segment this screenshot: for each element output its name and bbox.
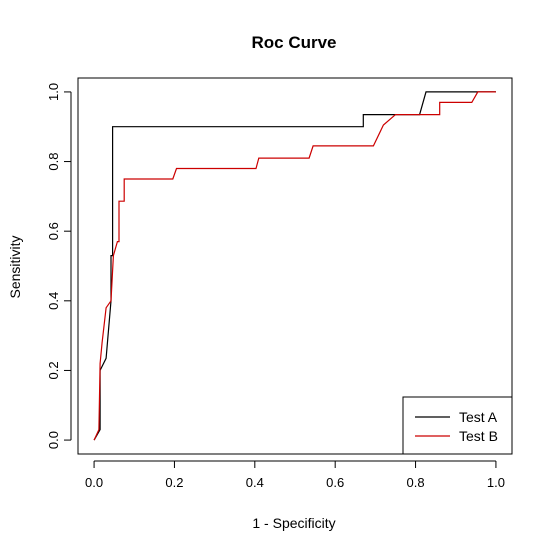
x-tick-label: 0.6 — [326, 475, 344, 490]
x-tick-label: 0.0 — [85, 475, 103, 490]
x-tick-label: 0.8 — [407, 475, 425, 490]
x-axis: 0.0 0.2 0.4 0.6 0.8 1.0 — [85, 460, 505, 490]
series-line-test-a — [93, 91, 496, 441]
legend-box — [402, 396, 513, 455]
y-tick-label: 0.4 — [46, 292, 61, 310]
x-tick-label: 1.0 — [487, 475, 505, 490]
series-line-test-b — [93, 91, 496, 441]
legend-label: Test B — [459, 428, 498, 444]
chart-title: Roc Curve — [251, 33, 336, 52]
legend-label: Test A — [459, 409, 498, 425]
plot-frame — [77, 77, 513, 455]
series-layer — [93, 91, 496, 441]
y-axis: 0.0 0.2 0.4 0.6 0.8 1.0 — [46, 83, 72, 449]
x-tick-label: 0.4 — [246, 475, 264, 490]
y-tick-label: 0.0 — [46, 431, 61, 449]
x-tick-label: 0.2 — [165, 475, 183, 490]
y-tick-label: 0.8 — [46, 153, 61, 171]
y-tick-label: 0.6 — [46, 222, 61, 240]
y-tick-label: 1.0 — [46, 83, 61, 101]
x-axis-title: 1 - Specificity — [252, 515, 335, 531]
legend: Test A Test B — [402, 396, 513, 455]
y-tick-label: 0.2 — [46, 361, 61, 379]
y-axis-title: Sensitivity — [7, 235, 23, 298]
